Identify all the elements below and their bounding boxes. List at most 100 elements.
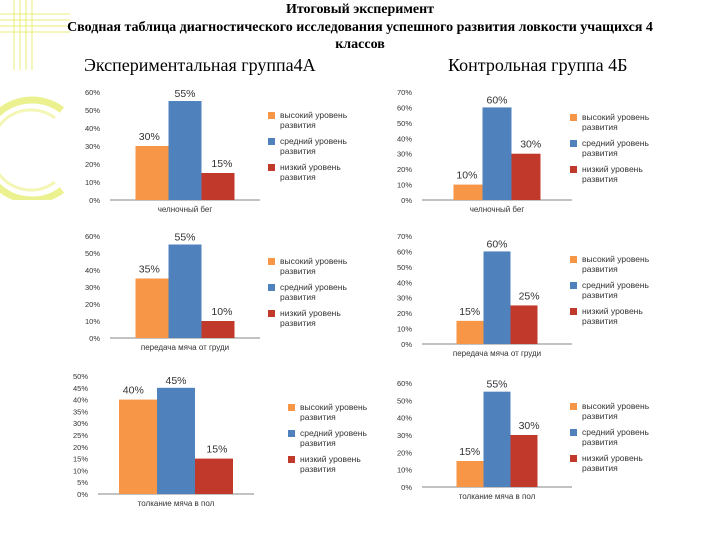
chart-svg: 0% 5% 10% 15% 20% 25% 30% 35% 40% 45% 50% 40% 45% 15%… [73, 372, 254, 508]
legend-item-mid: средний уровень развития [268, 136, 370, 156]
legend-swatch [570, 308, 577, 315]
legend-item-low: низкий уровень развития [268, 162, 370, 182]
legend-item-low: низкий уровень развития [288, 454, 390, 474]
y-tick-label: 50% [397, 263, 412, 272]
legend-label: средний уровень развития [280, 136, 347, 156]
y-tick-label: 30% [85, 142, 100, 151]
y-tick-label: 20% [397, 165, 412, 174]
y-tick-label: 40% [73, 396, 88, 405]
chart-legend: высокий уровень развития средний уровень … [288, 402, 390, 480]
bar-mid [483, 251, 511, 344]
data-label: 55% [486, 379, 507, 391]
y-tick-label: 0% [89, 334, 100, 343]
bar-high [456, 461, 484, 487]
bar-low [510, 435, 538, 487]
y-tick-label: 20% [85, 160, 100, 169]
data-label: 15% [211, 158, 232, 170]
legend-swatch [570, 140, 577, 147]
bar-low [511, 153, 541, 200]
control-group-label: Контрольная группа 4Б [448, 55, 628, 75]
legend-item-high: высокий уровень развития [268, 110, 370, 130]
x-category-label: передача мяча от груди [141, 343, 229, 352]
x-category-label: толкание мяча в пол [459, 492, 536, 501]
legend-swatch [570, 403, 577, 410]
bar-low [201, 173, 235, 200]
legend-swatch [268, 258, 275, 265]
legend-swatch [570, 114, 577, 121]
y-tick-label: 15% [73, 455, 88, 464]
y-tick-label: 60% [397, 379, 412, 388]
data-label: 45% [165, 375, 186, 387]
legend-swatch [288, 404, 295, 411]
chart-svg: 0% 10% 20% 30% 40% 50% 60% 70% 10% 60% 30% челночны… [397, 88, 572, 214]
legend-swatch [288, 456, 295, 463]
y-tick-label: 30% [397, 294, 412, 303]
x-category-label: передача мяча от груди [453, 349, 541, 358]
chart-legend: высокий уровень развития средний уровень … [570, 401, 672, 479]
chart-exp-shuttle: 0% 10% 20% 30% 40% 50% 60% 30% 55% 15% челночный б… [80, 82, 380, 222]
legend-item-mid: средний уровень развития [570, 427, 672, 447]
bar-high [119, 399, 157, 494]
chart-exp-toss: 0% 5% 10% 15% 20% 25% 30% 35% 40% 45% 50% 40% 45% 15%… [73, 370, 380, 510]
bar-mid [157, 387, 195, 494]
legend-label: низкий уровень развития [582, 453, 643, 473]
legend-label: высокий уровень развития [582, 112, 650, 132]
y-tick-label: 30% [397, 431, 412, 440]
legend-item-low: низкий уровень развития [570, 306, 672, 326]
chart-legend: высокий уровень развития средний уровень … [570, 254, 672, 332]
legend-label: высокий уровень развития [582, 254, 650, 274]
legend-swatch [570, 256, 577, 263]
data-label: 15% [459, 306, 480, 318]
legend-swatch [570, 166, 577, 173]
legend-item-high: высокий уровень развития [570, 401, 672, 421]
y-tick-label: 0% [89, 196, 100, 205]
legend-label: высокий уровень развития [280, 256, 348, 276]
legend-label: низкий уровень развития [300, 454, 361, 474]
y-tick-label: 0% [77, 490, 88, 499]
data-label: 60% [486, 238, 507, 250]
y-tick-label: 10% [85, 317, 100, 326]
legend-swatch [268, 310, 275, 317]
bar-high [453, 184, 483, 200]
y-tick-label: 60% [397, 103, 412, 112]
y-tick-label: 40% [85, 266, 100, 275]
y-tick-label: 20% [397, 448, 412, 457]
legend-swatch [570, 455, 577, 462]
chart-svg: 0% 10% 20% 30% 40% 50% 60% 30% 55% 15% челночный б… [85, 88, 260, 214]
y-tick-label: 0% [401, 340, 412, 349]
y-tick-label: 40% [397, 134, 412, 143]
y-tick-label: 40% [397, 278, 412, 287]
data-label: 30% [519, 420, 540, 432]
legend-label: средний уровень развития [582, 138, 649, 158]
legend-swatch [268, 284, 275, 291]
chart-svg: 0% 10% 20% 30% 40% 50% 60% 35% 55% 10% передача мя… [85, 232, 260, 352]
legend-swatch [268, 164, 275, 171]
data-label: 15% [206, 444, 227, 456]
y-tick-label: 60% [85, 232, 100, 241]
data-label: 15% [459, 446, 480, 458]
y-tick-label: 20% [85, 300, 100, 309]
legend-label: высокий уровень развития [300, 402, 368, 422]
legend-item-low: низкий уровень развития [268, 308, 370, 328]
data-label: 30% [520, 139, 541, 151]
chart-svg: 0% 10% 20% 30% 40% 50% 60% 70% 15% 60% 25% передача… [397, 232, 572, 358]
y-tick-label: 30% [85, 283, 100, 292]
y-tick-label: 50% [85, 106, 100, 115]
y-tick-label: 10% [73, 466, 88, 475]
bar-high [456, 320, 484, 344]
legend-swatch [268, 112, 275, 119]
experimental-group-label: Экспериментальная группа4А [84, 55, 316, 75]
legend-item-high: высокий уровень развития [288, 402, 390, 422]
y-tick-label: 50% [85, 249, 100, 258]
legend-item-low: низкий уровень развития [570, 453, 672, 473]
data-label: 55% [174, 88, 195, 100]
legend-item-mid: средний уровень развития [268, 282, 370, 302]
legend-item-low: низкий уровень развития [570, 164, 672, 184]
y-tick-label: 20% [73, 443, 88, 452]
data-label: 10% [211, 306, 232, 318]
legend-label: высокий уровень развития [582, 401, 650, 421]
legend-swatch [288, 430, 295, 437]
legend-label: средний уровень развития [582, 280, 649, 300]
legend-label: средний уровень развития [280, 282, 347, 302]
chart-svg: 0% 10% 20% 30% 40% 50% 60% 15% 55% 30% толкание мя… [397, 379, 572, 501]
